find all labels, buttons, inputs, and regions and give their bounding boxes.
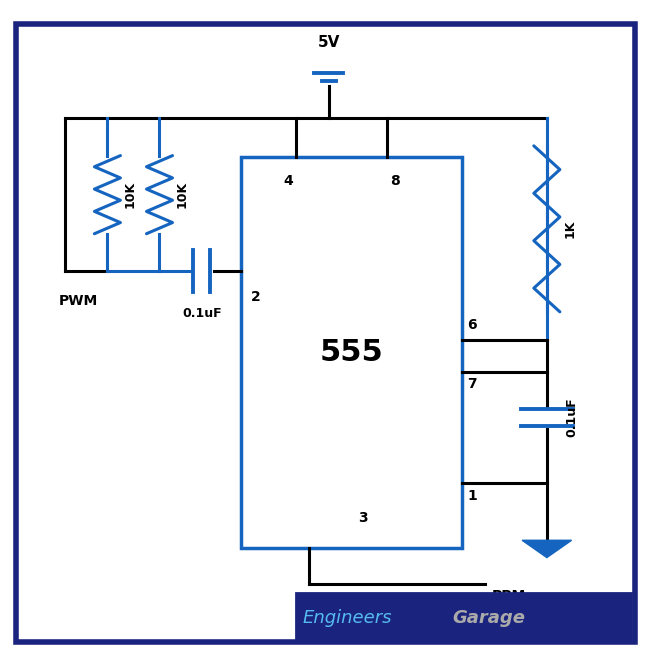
Text: 3: 3 — [358, 511, 367, 525]
Text: 555: 555 — [320, 338, 383, 367]
Text: 5V: 5V — [318, 35, 340, 50]
Text: 8: 8 — [391, 174, 400, 188]
Text: PPM: PPM — [492, 589, 526, 603]
Text: PWM: PWM — [59, 294, 98, 308]
Text: 2: 2 — [251, 290, 260, 304]
Bar — [296, 593, 631, 642]
Polygon shape — [522, 540, 572, 557]
Text: 0.1uF: 0.1uF — [182, 307, 221, 320]
Text: 1K: 1K — [563, 220, 576, 238]
Text: 6: 6 — [467, 318, 477, 332]
Text: 7: 7 — [467, 377, 477, 391]
Text: Engineers: Engineers — [303, 609, 392, 627]
Bar — [241, 157, 462, 548]
Text: Garage: Garage — [452, 609, 525, 627]
Text: 10K: 10K — [176, 181, 189, 208]
Text: 10K: 10K — [124, 181, 137, 208]
Text: 0.1uF: 0.1uF — [565, 398, 578, 438]
Text: 4: 4 — [283, 174, 293, 188]
Text: 1: 1 — [467, 490, 477, 503]
